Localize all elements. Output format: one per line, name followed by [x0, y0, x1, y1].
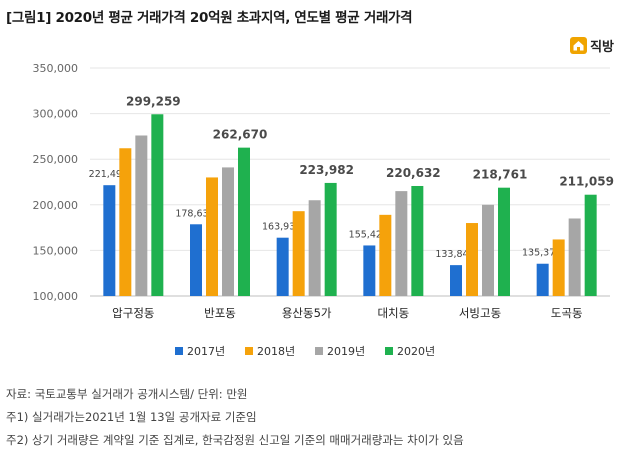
- bar-2019년: [222, 167, 234, 296]
- bar-2019년: [395, 191, 408, 296]
- y-tick-label: 100,000: [33, 290, 79, 303]
- footnotes: 자료: 국토교통부 실거래가 공개시스템/ 단위: 만원 주1) 실거래가는20…: [6, 383, 464, 452]
- bar-2018년: [379, 214, 392, 296]
- bar-2018년: [292, 211, 305, 296]
- footnote-1: 주1) 실거래가는2021년 1월 13일 공개자료 기준임: [6, 410, 257, 424]
- bar-2019년: [482, 204, 494, 296]
- bar-2018년: [206, 177, 218, 296]
- data-label: 135,378: [522, 248, 561, 259]
- x-category-label: 용산동5가: [282, 306, 332, 320]
- bar-2020년: [238, 147, 250, 296]
- bar-2019년: [308, 200, 321, 296]
- legend-label: 2017년: [187, 345, 225, 358]
- bar-2017년: [363, 245, 376, 296]
- legend-swatch: [245, 347, 253, 355]
- bar-2020년: [151, 114, 164, 297]
- footnote-2: 주2) 상기 거래량은 계약일 기준 집계로, 한국감정원 신고일 기준의 매매…: [6, 433, 464, 447]
- brand-logo: 직방: [570, 36, 614, 55]
- y-tick-label: 350,000: [33, 62, 79, 75]
- bar-2017년: [103, 185, 116, 296]
- bar-2019년: [568, 218, 581, 296]
- y-tick-label: 250,000: [33, 153, 79, 166]
- x-category-label: 반포동: [204, 306, 236, 320]
- bar-2020년: [411, 185, 424, 296]
- data-label: 220,632: [386, 166, 441, 180]
- bar-2020년: [324, 182, 337, 296]
- legend-label: 2019년: [327, 345, 365, 358]
- x-category-label: 도곡동: [551, 306, 583, 320]
- source-note: 자료: 국토교통부 실거래가 공개시스템/ 단위: 만원: [6, 387, 248, 401]
- data-label: 218,761: [473, 168, 528, 182]
- bar-2018년: [466, 223, 478, 296]
- bar-2017년: [276, 237, 289, 296]
- chart-title: [그림1] 2020년 평균 거래가격 20억원 초과지역, 연도별 평균 거래…: [6, 10, 413, 26]
- legend-swatch: [385, 347, 393, 355]
- data-label: 178,635: [175, 208, 214, 219]
- y-tick-label: 300,000: [33, 108, 79, 121]
- x-category-label: 대치동: [377, 306, 409, 320]
- house-icon: [570, 37, 588, 54]
- bar-2020년: [498, 187, 510, 296]
- legend-swatch: [315, 347, 323, 355]
- bar-2018년: [552, 239, 565, 296]
- y-tick-label: 200,000: [33, 199, 79, 212]
- legend-label: 2018년: [257, 345, 295, 358]
- legend-label: 2020년: [397, 345, 435, 358]
- bar-2020년: [584, 194, 597, 296]
- bar-chart: 100,000 150,000 200,000 250,000 300,000 350,0…: [33, 62, 614, 358]
- data-label: 155,421: [349, 229, 388, 240]
- data-label: 163,935: [262, 222, 301, 233]
- bar-2017년: [450, 265, 462, 296]
- data-label: 299,259: [126, 94, 181, 108]
- data-label: 133,847: [435, 249, 474, 260]
- brand-name: 직방: [590, 40, 614, 55]
- data-label: 262,670: [213, 128, 268, 142]
- bar-2017년: [190, 224, 202, 296]
- x-category-label: 서빙고동: [459, 306, 501, 320]
- data-label: 211,059: [559, 175, 614, 189]
- bar-2019년: [135, 135, 148, 296]
- bar-2017년: [536, 263, 549, 296]
- bar-2018년: [119, 148, 132, 296]
- x-category-label: 압구정동: [112, 306, 154, 320]
- legend-swatch: [175, 347, 183, 355]
- data-label: 223,982: [299, 163, 354, 177]
- data-label: 221,497: [89, 169, 128, 180]
- y-tick-label: 150,000: [33, 244, 79, 257]
